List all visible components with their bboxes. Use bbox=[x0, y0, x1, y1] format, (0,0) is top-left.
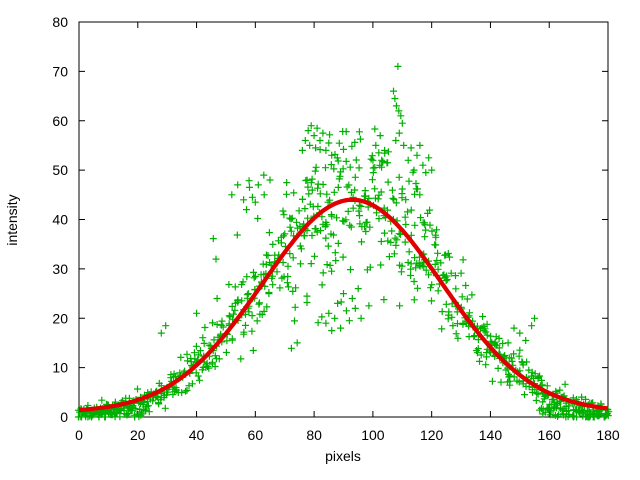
y-tick-label: 70 bbox=[52, 63, 68, 79]
x-tick-label: 140 bbox=[479, 427, 503, 443]
x-tick-label: 180 bbox=[596, 427, 620, 443]
y-tick-label: 30 bbox=[52, 261, 68, 277]
fit-curve-series bbox=[78, 197, 609, 413]
tick-labels: 0 20 40 60 80 100 120 140 160 180 0 10 20 30 40 50 60 70 8… bbox=[52, 14, 619, 443]
x-tick-label: 60 bbox=[248, 427, 264, 443]
y-tick-label: 50 bbox=[52, 162, 68, 178]
x-tick-label: 40 bbox=[189, 427, 205, 443]
y-axis-title: intensity bbox=[4, 194, 20, 245]
x-tick-label: 0 bbox=[75, 427, 83, 443]
y-tick-label: 80 bbox=[52, 14, 68, 30]
x-axis-title: pixels bbox=[325, 448, 361, 464]
x-tick-label: 120 bbox=[420, 427, 444, 443]
x-tick-label: 80 bbox=[306, 427, 322, 443]
x-tick-label: 100 bbox=[361, 427, 385, 443]
y-tick-label: 0 bbox=[60, 409, 68, 425]
y-tick-label: 10 bbox=[52, 360, 68, 376]
y-tick-label: 20 bbox=[52, 310, 68, 326]
y-tick-label: 60 bbox=[52, 113, 68, 129]
gaussian-fit-curve bbox=[78, 197, 609, 413]
x-tick-label: 20 bbox=[130, 427, 146, 443]
scatter-points bbox=[74, 62, 613, 421]
y-tick-label: 40 bbox=[52, 212, 68, 228]
x-tick-label: 160 bbox=[538, 427, 562, 443]
scatter-series bbox=[74, 62, 613, 421]
